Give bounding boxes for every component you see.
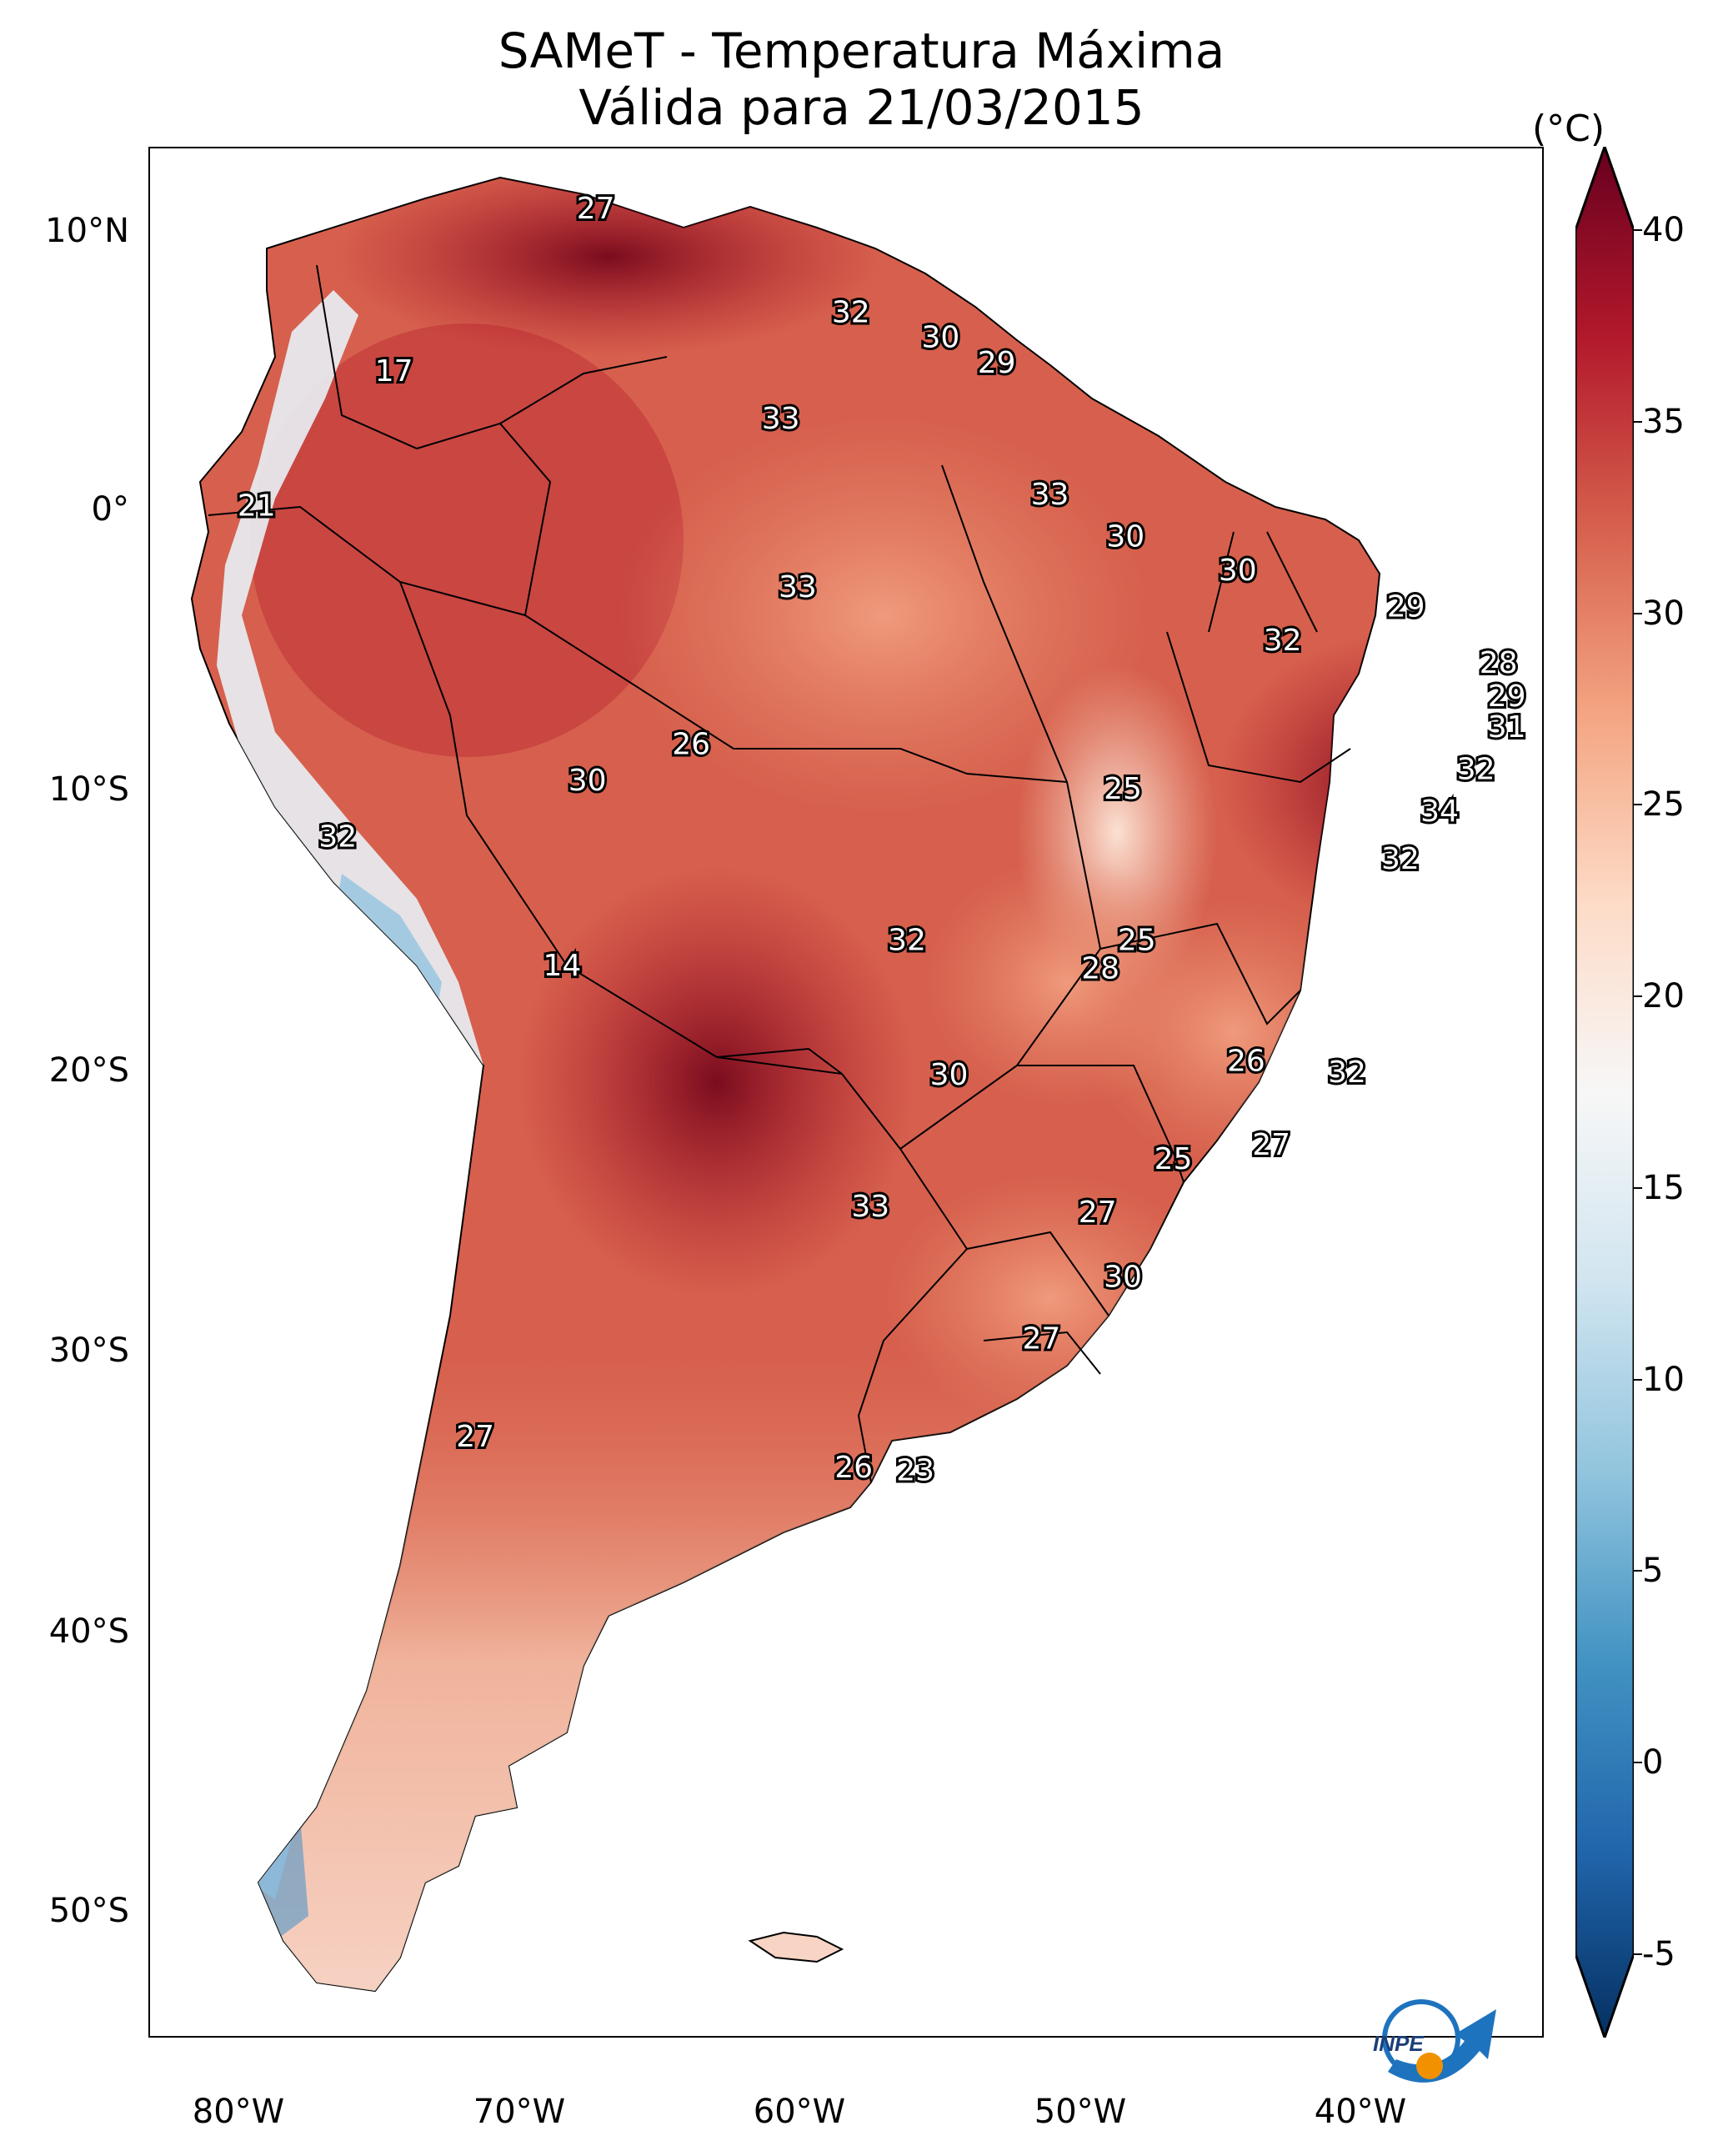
map-value-label: 30	[568, 764, 607, 798]
political-borders	[208, 264, 1351, 1483]
lat-label: 10°N	[45, 212, 129, 250]
map-value-label: 27	[1079, 1196, 1117, 1230]
map-value-label: 32	[318, 820, 357, 854]
map-value-label: 33	[1031, 478, 1069, 512]
colorbar-tick-mark	[1634, 612, 1642, 614]
map-value-label: 32	[1457, 753, 1495, 787]
map-value-label: 26	[834, 1451, 873, 1485]
map-value-label: 28	[1480, 646, 1518, 680]
map-value-label: 30	[921, 321, 959, 355]
map-value-label: 27	[1252, 1128, 1290, 1162]
lat-label: 20°S	[48, 1051, 129, 1090]
map-value-label: 27	[1022, 1321, 1060, 1356]
map-value-label: 27	[577, 192, 615, 226]
colorbar-tick-label: 5	[1642, 1552, 1664, 1591]
map-value-label: 32	[1328, 1055, 1366, 1090]
colorbar-tick-mark	[1634, 420, 1642, 423]
map-value-label: 26	[1227, 1044, 1265, 1078]
map-value-label: 29	[1488, 679, 1526, 714]
colorbar-unit: (°C)	[1532, 108, 1605, 150]
map-value-label: 25	[1155, 1142, 1193, 1176]
lon-label: 60°W	[753, 2093, 846, 2131]
map-value-label: 28	[1081, 951, 1119, 985]
inpe-logo: INPE	[1373, 1999, 1496, 2083]
falkland-islands	[748, 1931, 844, 1963]
colorbar-tick-label: 20	[1642, 977, 1685, 1016]
colorbar-gradient	[1575, 147, 1634, 2038]
map-value-label: 23	[896, 1453, 934, 1487]
colorbar-tick-label: 0	[1642, 1743, 1664, 1782]
lat-label: 30°S	[48, 1331, 129, 1370]
lon-label: 40°W	[1314, 2093, 1407, 2131]
map-value-label: 21	[238, 489, 276, 524]
colorbar-tick-label: 35	[1642, 402, 1685, 441]
colorbar-tick-label: 30	[1642, 594, 1685, 633]
map-title-line1: SAMeT - Temperatura Máxima	[498, 23, 1225, 79]
lat-label: 10°S	[48, 770, 129, 809]
map-value-label: 30	[1219, 554, 1257, 588]
colorbar-tick-mark	[1634, 1570, 1642, 1572]
map-area: 27 32 30 29 17 33 33 21 30 30 33 29 32 28 29 31 26 32 30 25…	[148, 147, 1544, 2038]
logo-text: INPE	[1373, 2031, 1424, 2056]
colorbar-tick-mark	[1634, 1186, 1642, 1189]
map-value-label: 34	[1420, 795, 1459, 829]
map-value-label: 25	[1104, 772, 1142, 806]
map-value-label: 27	[456, 1420, 494, 1454]
colorbar-tick-mark	[1634, 995, 1642, 998]
logo-sun-icon	[1416, 2053, 1443, 2079]
lon-label: 50°W	[1034, 2093, 1127, 2131]
lat-label: 50°S	[48, 1892, 129, 1930]
colorbar-tick-mark	[1634, 804, 1642, 806]
colorbar-tick-label: 25	[1642, 785, 1685, 825]
colorbar-tick-mark	[1634, 1762, 1642, 1764]
logo-arrow-icon	[1388, 2009, 1496, 2083]
temperature-field	[192, 178, 1380, 1991]
map-value-label: 14	[543, 949, 581, 983]
colorbar	[1575, 147, 1634, 2038]
map-value-label: 33	[851, 1190, 889, 1224]
colorbar-tick-label: -5	[1642, 1935, 1675, 1973]
map-value-label: 26	[672, 727, 710, 761]
map-value-label: 31	[1488, 710, 1526, 745]
map-value-label: 25	[1118, 924, 1156, 958]
lat-label: 40°S	[48, 1612, 129, 1651]
map-value-label: 32	[1381, 842, 1420, 876]
map-value-label: 33	[779, 570, 817, 604]
colorbar-tick-mark	[1634, 1378, 1642, 1381]
lon-label: 80°W	[192, 2093, 285, 2131]
colorbar-tick-mark	[1634, 1953, 1642, 1955]
map-value-label: 29	[978, 346, 1016, 380]
lat-label: 0°	[91, 490, 129, 529]
colorbar-tick-label: 40	[1642, 211, 1685, 249]
map-value-label: 32	[832, 295, 870, 329]
map-value-label: 32	[1264, 624, 1302, 658]
colorbar-tick-label: 15	[1642, 1168, 1685, 1207]
map-value-label: 30	[1106, 520, 1144, 554]
map-value-label: 30	[1104, 1260, 1142, 1294]
map-value-label: 17	[375, 354, 413, 389]
lon-label: 70°W	[473, 2093, 566, 2131]
colorbar-tick-mark	[1634, 229, 1642, 231]
map-value-label: 33	[762, 402, 800, 436]
colorbar-tick-label: 10	[1642, 1360, 1685, 1399]
map-value-label: 32	[888, 924, 926, 958]
map-title-line2: Válida para 21/03/2015	[579, 79, 1144, 136]
map-value-label: 30	[930, 1058, 969, 1092]
map-value-label: 29	[1387, 590, 1425, 624]
